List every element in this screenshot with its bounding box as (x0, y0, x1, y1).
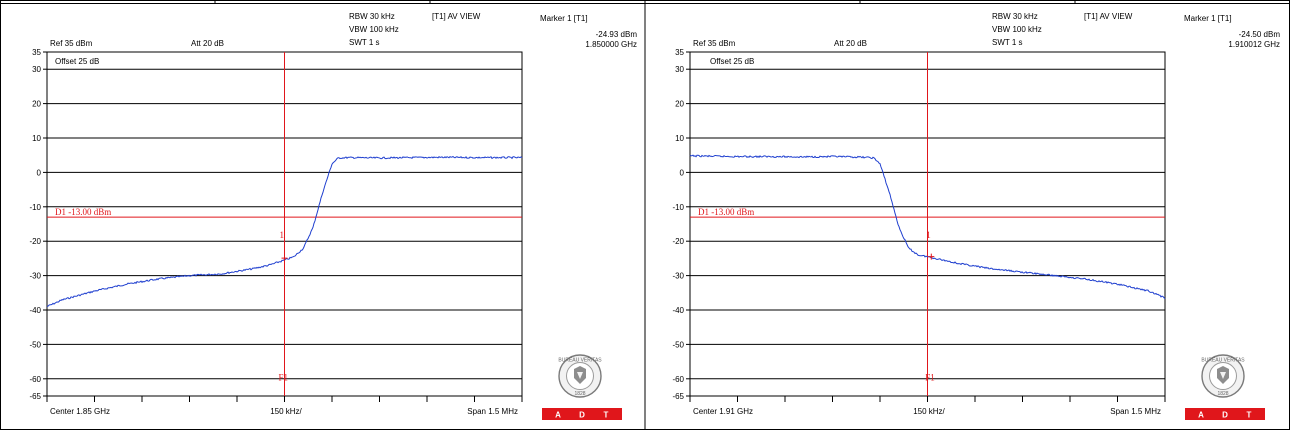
logo-top-text: BUREAU VERITAS (1201, 358, 1245, 364)
y-tick-label: 30 (32, 65, 41, 74)
y-tick-label: 20 (675, 100, 684, 109)
marker-level: -24.93 dBm (596, 30, 638, 39)
adt-badge: A D T (1185, 408, 1265, 420)
y-tick-label: 10 (32, 134, 41, 143)
display-line-label: D1 -13.00 dBm (55, 207, 111, 217)
marker-frequency: 1.850000 GHz (585, 40, 637, 49)
attenuation: Att 20 dB (191, 39, 224, 48)
rbw-label: RBW 30 kHz (992, 12, 1038, 21)
spectrum-panel-1: RBW 30 kHz VBW 100 kHz SWT 1 s [T1] AV V… (29, 12, 637, 420)
frequency-span: Span 1.5 MHz (1110, 407, 1161, 416)
marker-title: Marker 1 [T1] (1184, 14, 1232, 23)
y-tick-label: 10 (675, 134, 684, 143)
marker-frequency: 1.910012 GHz (1228, 40, 1280, 49)
svg-text:D: D (579, 411, 585, 420)
svg-text:T: T (604, 411, 609, 420)
display-line-label: D1 -13.00 dBm (698, 207, 754, 217)
marker-level: -24.50 dBm (1239, 30, 1281, 39)
y-tick-label: -20 (672, 237, 684, 246)
rbw-label: RBW 30 kHz (349, 12, 395, 21)
y-tick-label: -20 (29, 237, 41, 246)
offset-label: Offset 25 dB (710, 57, 754, 66)
y-tick-label: -40 (672, 306, 684, 315)
trace-view-label: [T1] AV VIEW (1084, 12, 1133, 21)
offset-label: Offset 25 dB (55, 57, 99, 66)
y-tick-label: -30 (672, 272, 684, 281)
y-tick-label: -10 (672, 203, 684, 212)
y-tick-label: 35 (675, 48, 684, 57)
logo-top-text: BUREAU VERITAS (558, 358, 602, 364)
y-tick-label: -60 (29, 375, 41, 384)
frequency-per-division: 150 kHz/ (270, 407, 302, 416)
logo-year: 1828 (574, 391, 585, 397)
y-tick-label: 0 (37, 168, 42, 177)
spectrum-panel-2: RBW 30 kHz VBW 100 kHz SWT 1 s [T1] AV V… (672, 12, 1280, 420)
y-tick-label: -65 (672, 392, 684, 401)
reference-level: Ref 35 dBm (693, 39, 736, 48)
plot-area: 35 30 20 10 0 -10 -20 -30 -40 -50 -60 -65 D1 -13.00 … (29, 48, 523, 402)
frequency-line-label: F1 (279, 373, 289, 383)
marker-title: Marker 1 [T1] (540, 14, 588, 23)
y-tick-label: -30 (29, 272, 41, 281)
frequency-span: Span 1.5 MHz (467, 407, 518, 416)
svg-text:D: D (1222, 411, 1228, 420)
vbw-label: VBW 100 kHz (349, 25, 399, 34)
svg-text:A: A (555, 411, 561, 420)
marker-number: 1 (926, 230, 931, 240)
attenuation: Att 20 dB (834, 39, 867, 48)
frequency-per-division: 150 kHz/ (913, 407, 945, 416)
svg-text:A: A (1198, 411, 1204, 420)
y-tick-label: -60 (672, 375, 684, 384)
svg-text:T: T (1247, 411, 1252, 420)
center-frequency: Center 1.85 GHz (50, 407, 110, 416)
marker-number: 1 (280, 230, 285, 240)
reference-level: Ref 35 dBm (50, 39, 93, 48)
y-tick-label: 0 (680, 168, 685, 177)
swt-label: SWT 1 s (992, 38, 1023, 47)
bureau-veritas-logo: BUREAU VERITAS 1828 (558, 354, 602, 398)
center-frequency: Center 1.91 GHz (693, 407, 753, 416)
spectrum-trace (689, 154, 1166, 300)
vbw-label: VBW 100 kHz (992, 25, 1042, 34)
y-tick-label: -50 (672, 340, 684, 349)
marker-point (281, 255, 288, 262)
swt-label: SWT 1 s (349, 38, 380, 47)
bureau-veritas-logo: BUREAU VERITAS 1828 (1201, 354, 1245, 398)
trace-view-label: [T1] AV VIEW (432, 12, 481, 21)
marker-point (928, 253, 935, 260)
y-tick-label: -50 (29, 340, 41, 349)
frequency-line-label: F1 (925, 373, 935, 383)
plot-area: 35 30 20 10 0 -10 -20 -30 -40 -50 -60 -65 D1 -13.00 … (672, 48, 1166, 402)
y-tick-label: 20 (32, 100, 41, 109)
y-tick-label: -65 (29, 392, 41, 401)
y-tick-label: 30 (675, 65, 684, 74)
y-tick-label: 35 (32, 48, 41, 57)
adt-badge: A D T (542, 408, 622, 420)
y-tick-label: -10 (29, 203, 41, 212)
y-tick-label: -40 (29, 306, 41, 315)
logo-year: 1828 (1217, 391, 1228, 397)
